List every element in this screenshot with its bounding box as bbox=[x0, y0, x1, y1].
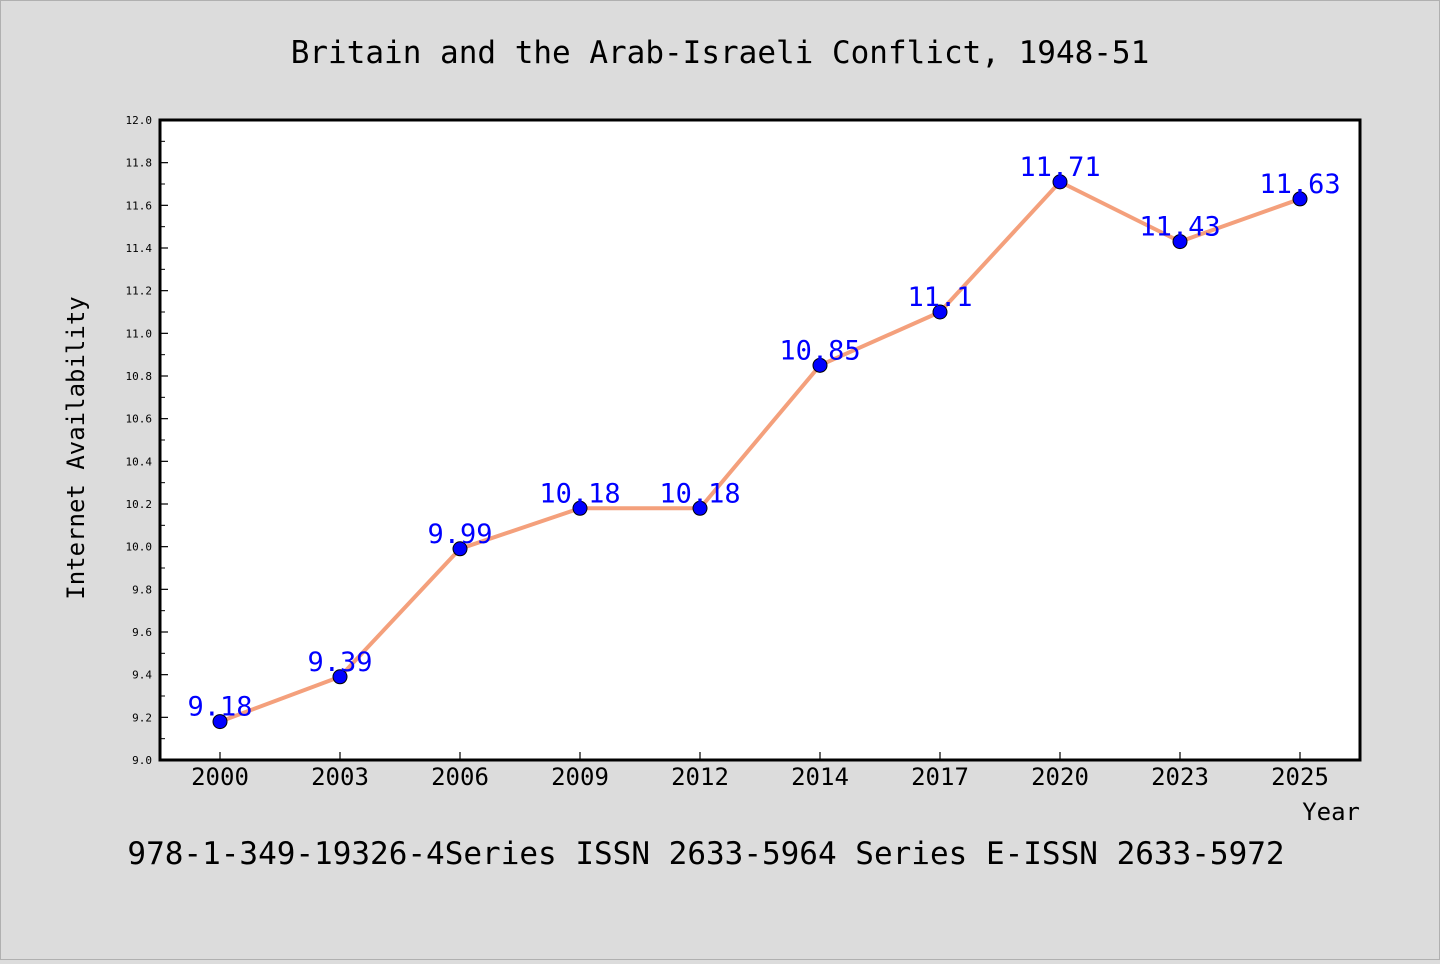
data-point bbox=[332, 669, 348, 685]
y-tick-label: 11.4 bbox=[126, 242, 153, 255]
x-tick-label: 2023 bbox=[1151, 763, 1209, 791]
x-tick-label: 2017 bbox=[911, 763, 969, 791]
data-label: 11.1 bbox=[907, 282, 972, 313]
data-label: 10.18 bbox=[659, 478, 740, 509]
x-tick-label: 2014 bbox=[791, 763, 849, 791]
data-label-group: 9.18 9.39 9.99 10.18 10.18 10.85 11.1 11.71 11.4… bbox=[187, 152, 1340, 723]
y-tick-label: 10.6 bbox=[126, 413, 153, 426]
y-tick-label: 10.0 bbox=[126, 541, 153, 554]
footer-note: 978-1-349-19326-4Series ISSN 2633-5964 S… bbox=[127, 836, 1284, 872]
x-tick-label: 2003 bbox=[311, 763, 369, 791]
chart-title: Britain and the Arab-Israeli Conflict, 1… bbox=[291, 35, 1150, 71]
data-point bbox=[212, 714, 228, 730]
y-tick-label: 9.2 bbox=[132, 711, 152, 724]
x-axis-label: Year bbox=[1302, 798, 1360, 826]
data-label: 10.18 bbox=[539, 478, 620, 509]
data-point bbox=[1052, 174, 1068, 190]
data-label: 9.99 bbox=[427, 519, 492, 550]
x-tick-label: 2009 bbox=[551, 763, 609, 791]
data-point bbox=[932, 304, 948, 320]
x-tick-label: 2012 bbox=[671, 763, 729, 791]
y-tick-label: 10.4 bbox=[126, 455, 153, 468]
x-tick-label: 2000 bbox=[191, 763, 249, 791]
y-tick-label: 11.6 bbox=[126, 199, 153, 212]
y-tick-label: 11.8 bbox=[126, 157, 153, 170]
data-label: 9.39 bbox=[307, 647, 372, 678]
data-label: 11.63 bbox=[1259, 169, 1340, 200]
data-point bbox=[1172, 234, 1188, 250]
y-tick-label: 9.8 bbox=[132, 583, 152, 596]
data-label: 11.71 bbox=[1019, 152, 1100, 183]
y-tick-label: 10.8 bbox=[126, 370, 153, 383]
y-tick-label: 9.6 bbox=[132, 626, 152, 639]
x-tick-label: 2025 bbox=[1271, 763, 1329, 791]
y-axis-label: Internet Availability bbox=[62, 296, 90, 599]
y-tick-label: 11.2 bbox=[126, 285, 153, 298]
marker-group bbox=[212, 174, 1308, 730]
data-point bbox=[572, 500, 588, 516]
series-line bbox=[218, 179, 1302, 724]
x-tick-label: 2020 bbox=[1031, 763, 1089, 791]
data-point bbox=[452, 541, 468, 557]
data-point bbox=[692, 500, 708, 516]
y-tick-label: 9.0 bbox=[132, 754, 152, 767]
y-tick-label: 9.4 bbox=[132, 669, 152, 682]
y-tick-label: 10.2 bbox=[126, 498, 153, 511]
plot-frame bbox=[158, 118, 1362, 762]
data-point bbox=[1292, 191, 1308, 207]
series-line-group bbox=[218, 179, 1302, 724]
data-label: 9.18 bbox=[187, 692, 252, 723]
y-tick-label: 12.0 bbox=[126, 114, 153, 127]
data-point bbox=[812, 357, 828, 373]
x-axis: 2000 2003 2006 2009 2012 2014 2017 2020 2023 2025 bbox=[191, 752, 1329, 791]
data-label: 10.85 bbox=[779, 335, 860, 366]
data-label: 11.43 bbox=[1139, 212, 1220, 243]
x-tick-label: 2006 bbox=[431, 763, 489, 791]
y-tick-label: 11.0 bbox=[126, 327, 153, 340]
